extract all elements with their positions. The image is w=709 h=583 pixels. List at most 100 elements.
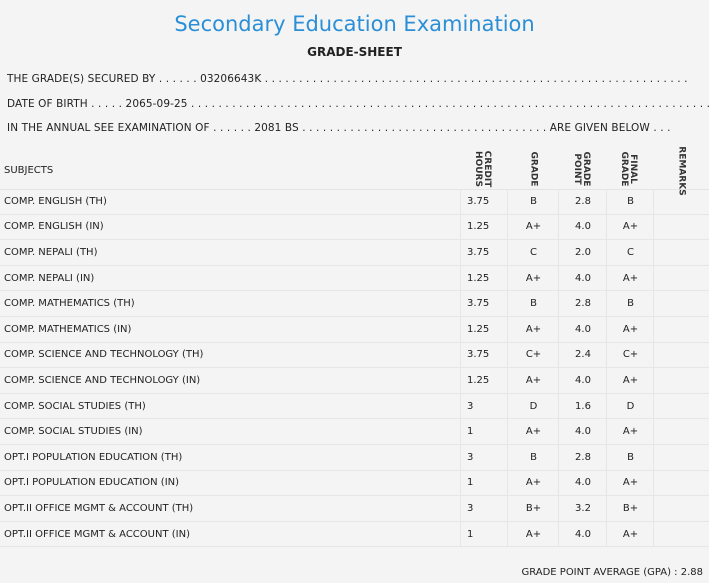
final-grade-cell: A+ bbox=[606, 214, 654, 240]
remarks-cell bbox=[653, 496, 709, 521]
final-grade-cell: A+ bbox=[606, 419, 654, 444]
grade-point-cell: 1.6 bbox=[558, 393, 607, 419]
final-grade-cell: B bbox=[606, 291, 654, 316]
credit-hours-cell: 3.75 bbox=[460, 240, 506, 265]
remarks-cell bbox=[653, 470, 709, 496]
remarks-cell bbox=[653, 521, 709, 547]
header-subjects: SUBJECTS bbox=[4, 165, 54, 176]
credit-hours-cell: 1 bbox=[460, 470, 506, 496]
gpa-summary: GRADE POINT AVERAGE (GPA) : 2.88 bbox=[521, 567, 703, 578]
remarks-cell bbox=[653, 419, 709, 444]
credit-hours-cell: 3 bbox=[460, 496, 506, 521]
grade-point-cell: 4.0 bbox=[558, 265, 607, 291]
credit-hours-cell: 3.75 bbox=[460, 291, 506, 316]
grade-cell: A+ bbox=[507, 265, 559, 291]
table-row: COMP. ENGLISH (IN) 1.25 A+ 4.0 A+ bbox=[0, 214, 709, 241]
final-grade-cell: A+ bbox=[606, 316, 654, 342]
grade-cell: B bbox=[507, 291, 559, 316]
final-grade-cell: B+ bbox=[606, 496, 654, 521]
examination-line: IN THE ANNUAL SEE EXAMINATION OF . . . .… bbox=[7, 122, 671, 134]
grade-cell: B+ bbox=[507, 496, 559, 521]
date-of-birth-line: DATE OF BIRTH . . . . . 2065-09-25 . . .… bbox=[7, 98, 709, 110]
final-grade-cell: A+ bbox=[606, 368, 654, 393]
header-credit-hours: CREDIT HOURS bbox=[466, 149, 498, 189]
subject-cell: COMP. SCIENCE AND TECHNOLOGY (IN) bbox=[4, 374, 201, 386]
credit-hours-cell: 1.25 bbox=[460, 214, 506, 240]
grade-point-cell: 2.0 bbox=[558, 240, 607, 265]
table-row: COMP. SOCIAL STUDIES (TH) 3 D 1.6 D bbox=[0, 393, 709, 420]
grade-point-cell: 3.2 bbox=[558, 496, 607, 521]
subject-cell: COMP. SOCIAL STUDIES (IN) bbox=[4, 426, 143, 438]
subject-cell: OPT.II OFFICE MGMT & ACCOUNT (IN) bbox=[4, 528, 190, 540]
grade-point-cell: 4.0 bbox=[558, 368, 607, 393]
final-grade-cell: A+ bbox=[606, 470, 654, 496]
table-row: COMP. SCIENCE AND TECHNOLOGY (IN) 1.25 A+ 4… bbox=[0, 368, 709, 394]
grade-cell: A+ bbox=[507, 214, 559, 240]
table-header: SUBJECTS CREDIT HOURS GRADE GRADE POINT … bbox=[0, 146, 709, 196]
table-row: OPT.II OFFICE MGMT & ACCOUNT (IN) 1 A+ 4.0 A… bbox=[0, 521, 709, 548]
remarks-cell bbox=[653, 240, 709, 265]
grade-point-cell: 4.0 bbox=[558, 470, 607, 496]
grade-cell: A+ bbox=[507, 470, 559, 496]
credit-hours-cell: 1 bbox=[460, 521, 506, 547]
subject-cell: COMP. NEPALI (TH) bbox=[4, 246, 98, 258]
grade-cell: C bbox=[507, 240, 559, 265]
subject-cell: COMP. NEPALI (IN) bbox=[4, 272, 95, 284]
page-title: Secondary Education Examination bbox=[174, 12, 535, 36]
table-row: OPT.I POPULATION EDUCATION (TH) 3 B 2.8 B bbox=[0, 444, 709, 471]
credit-hours-cell: 3.75 bbox=[460, 189, 506, 214]
final-grade-cell: D bbox=[606, 393, 654, 419]
grade-cell: A+ bbox=[507, 419, 559, 444]
subject-cell: OPT.II OFFICE MGMT & ACCOUNT (TH) bbox=[4, 502, 194, 514]
subject-cell: COMP. ENGLISH (TH) bbox=[4, 195, 107, 207]
remarks-cell bbox=[653, 214, 709, 240]
table-row: COMP. MATHEMATICS (TH) 3.75 B 2.8 B bbox=[0, 291, 709, 317]
final-grade-cell: B bbox=[606, 189, 654, 214]
grade-cell: A+ bbox=[507, 368, 559, 393]
table-row: OPT.I POPULATION EDUCATION (IN) 1 A+ 4.0 A+ bbox=[0, 470, 709, 497]
table-row: COMP. MATHEMATICS (IN) 1.25 A+ 4.0 A+ bbox=[0, 316, 709, 343]
grade-point-cell: 4.0 bbox=[558, 214, 607, 240]
table-row: COMP. NEPALI (TH) 3.75 C 2.0 C bbox=[0, 240, 709, 266]
grade-point-cell: 2.8 bbox=[558, 291, 607, 316]
credit-hours-cell: 3 bbox=[460, 393, 506, 419]
final-grade-cell: C bbox=[606, 240, 654, 265]
header-final-grade: FINAL GRADE bbox=[612, 149, 644, 189]
table-row: COMP. ENGLISH (TH) 3.75 B 2.8 B bbox=[0, 189, 709, 215]
subject-cell: COMP. SOCIAL STUDIES (TH) bbox=[4, 400, 146, 412]
grade-cell: B bbox=[507, 189, 559, 214]
header-grade-label: GRADE bbox=[528, 151, 539, 187]
grade-cell: B bbox=[507, 444, 559, 470]
header-credit-hours-label: CREDIT HOURS bbox=[473, 150, 492, 188]
header-grade-point-label: GRADE POINT bbox=[572, 151, 591, 187]
grade-point-cell: 4.0 bbox=[558, 419, 607, 444]
credit-hours-cell: 1.25 bbox=[460, 316, 506, 342]
final-grade-cell: C+ bbox=[606, 342, 654, 368]
subject-cell: OPT.I POPULATION EDUCATION (IN) bbox=[4, 477, 180, 489]
remarks-cell bbox=[653, 368, 709, 393]
remarks-cell bbox=[653, 265, 709, 291]
subject-cell: COMP. ENGLISH (IN) bbox=[4, 221, 104, 233]
grades-table-body: COMP. ENGLISH (TH) 3.75 B 2.8 B COMP. ENGLISH… bbox=[0, 189, 709, 548]
subject-cell: COMP. MATHEMATICS (TH) bbox=[4, 298, 135, 310]
credit-hours-cell: 3 bbox=[460, 444, 506, 470]
header-remarks: REMARKS bbox=[665, 146, 697, 195]
grade-cell: D bbox=[507, 393, 559, 419]
final-grade-cell: A+ bbox=[606, 521, 654, 547]
remarks-cell bbox=[653, 393, 709, 419]
subject-cell: COMP. MATHEMATICS (IN) bbox=[4, 323, 132, 335]
table-row: OPT.II OFFICE MGMT & ACCOUNT (TH) 3 B+ 3.2 B… bbox=[0, 496, 709, 522]
grade-point-cell: 4.0 bbox=[558, 521, 607, 547]
remarks-cell bbox=[653, 342, 709, 368]
remarks-cell bbox=[653, 316, 709, 342]
header-final-grade-label: FINAL GRADE bbox=[619, 151, 638, 187]
grade-sheet-heading: GRADE-SHEET bbox=[307, 45, 402, 59]
header-grade: GRADE bbox=[517, 149, 549, 189]
remarks-cell bbox=[653, 291, 709, 316]
grade-cell: A+ bbox=[507, 316, 559, 342]
table-row: COMP. NEPALI (IN) 1.25 A+ 4.0 A+ bbox=[0, 265, 709, 292]
subject-cell: OPT.I POPULATION EDUCATION (TH) bbox=[4, 451, 183, 463]
grade-point-cell: 2.4 bbox=[558, 342, 607, 368]
grade-point-cell: 2.8 bbox=[558, 189, 607, 214]
credit-hours-cell: 1.25 bbox=[460, 265, 506, 291]
